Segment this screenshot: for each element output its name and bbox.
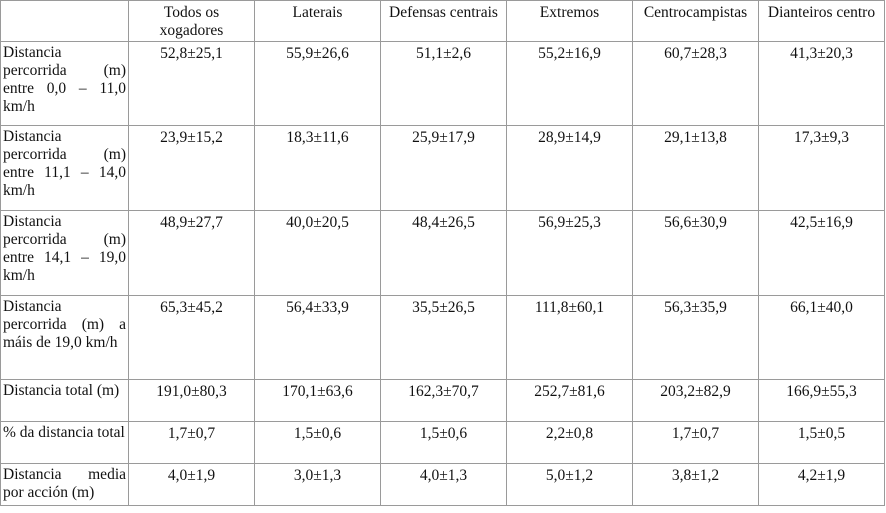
cell-value: 203,2±82,9 <box>632 379 759 422</box>
cell-value: 2,2±0,8 <box>506 421 633 464</box>
cell-value: 48,4±26,5 <box>380 210 507 296</box>
cell-value: 51,1±2,6 <box>380 41 507 126</box>
cell-value: 162,3±70,7 <box>380 379 507 422</box>
cell-value: 4,0±1,3 <box>380 463 507 506</box>
header-cell-midfielders: Centrocampistas <box>632 0 759 42</box>
row-label: Distancia percorrida (m) entre 14,1 – 19… <box>0 210 129 296</box>
row-label: Distancia total (m) <box>0 379 129 422</box>
cell-value: 4,2±1,9 <box>758 463 885 506</box>
row-label: Distancia percorrida (m) entre 11,1 – 14… <box>0 125 129 211</box>
cell-value: 5,0±1,2 <box>506 463 633 506</box>
cell-value: 166,9±55,3 <box>758 379 885 422</box>
cell-value: 25,9±17,9 <box>380 125 507 211</box>
row-label: Distancia media por acción (m) <box>0 463 129 506</box>
table-row: Distancia total (m) 191,0±80,3 170,1±63,… <box>0 379 885 422</box>
table-row: Distancia media por acción (m) 4,0±1,9 3… <box>0 463 885 506</box>
header-cell-center-backs: Defensas centrais <box>380 0 507 42</box>
cell-value: 65,3±45,2 <box>128 295 255 380</box>
row-label: Distancia percorrida (m) entre 0,0 – 11,… <box>0 41 129 126</box>
table-row: Distancia percorrida (m) entre 14,1 – 19… <box>0 210 885 296</box>
cell-value: 41,3±20,3 <box>758 41 885 126</box>
cell-value: 252,7±81,6 <box>506 379 633 422</box>
cell-value: 56,9±25,3 <box>506 210 633 296</box>
cell-value: 28,9±14,9 <box>506 125 633 211</box>
cell-value: 111,8±60,1 <box>506 295 633 380</box>
cell-value: 55,2±16,9 <box>506 41 633 126</box>
row-label: Distancia percorrida (m) a máis de 19,0 … <box>0 295 129 380</box>
cell-value: 42,5±16,9 <box>758 210 885 296</box>
cell-value: 3,0±1,3 <box>254 463 381 506</box>
cell-value: 66,1±40,0 <box>758 295 885 380</box>
cell-value: 56,6±30,9 <box>632 210 759 296</box>
header-cell-fullbacks: Laterais <box>254 0 381 42</box>
cell-value: 40,0±20,5 <box>254 210 381 296</box>
header-row: Todos os xogadores Laterais Defensas cen… <box>0 0 885 42</box>
row-label: % da distancia total <box>0 421 129 464</box>
cell-value: 60,7±28,3 <box>632 41 759 126</box>
cell-value: 3,8±1,2 <box>632 463 759 506</box>
cell-value: 55,9±26,6 <box>254 41 381 126</box>
cell-value: 1,5±0,6 <box>254 421 381 464</box>
cell-value: 191,0±80,3 <box>128 379 255 422</box>
cell-value: 1,7±0,7 <box>632 421 759 464</box>
cell-value: 18,3±11,6 <box>254 125 381 211</box>
table-row: Distancia percorrida (m) entre 0,0 – 11,… <box>0 41 885 126</box>
cell-value: 35,5±26,5 <box>380 295 507 380</box>
cell-value: 56,3±35,9 <box>632 295 759 380</box>
header-cell-empty <box>0 0 129 42</box>
cell-value: 17,3±9,3 <box>758 125 885 211</box>
cell-value: 1,5±0,6 <box>380 421 507 464</box>
cell-value: 4,0±1,9 <box>128 463 255 506</box>
table-row: % da distancia total 1,7±0,7 1,5±0,6 1,5… <box>0 421 885 464</box>
table-row: Distancia percorrida (m) a máis de 19,0 … <box>0 295 885 380</box>
cell-value: 1,7±0,7 <box>128 421 255 464</box>
cell-value: 23,9±15,2 <box>128 125 255 211</box>
cell-value: 170,1±63,6 <box>254 379 381 422</box>
cell-value: 52,8±25,1 <box>128 41 255 126</box>
header-cell-all-players: Todos os xogadores <box>128 0 255 42</box>
table-row: Distancia percorrida (m) entre 11,1 – 14… <box>0 125 885 211</box>
cell-value: 1,5±0,5 <box>758 421 885 464</box>
cell-value: 48,9±27,7 <box>128 210 255 296</box>
header-cell-wingers: Extremos <box>506 0 633 42</box>
cell-value: 29,1±13,8 <box>632 125 759 211</box>
header-cell-strikers: Dianteiros centro <box>758 0 885 42</box>
cell-value: 56,4±33,9 <box>254 295 381 380</box>
